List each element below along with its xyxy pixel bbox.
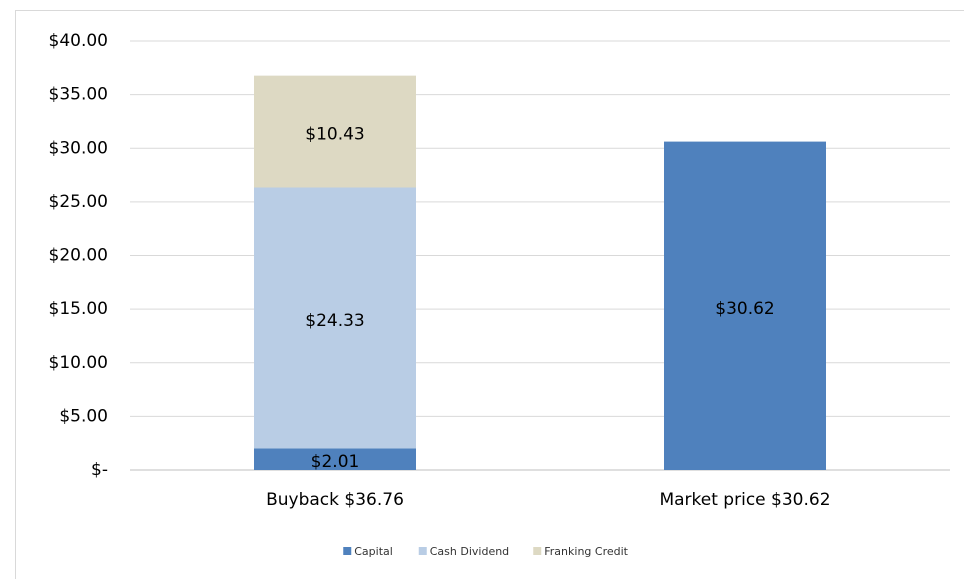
- y-tick-label: $25.00: [49, 192, 108, 212]
- y-tick-label: $30.00: [49, 138, 108, 158]
- x-tick-label: Buyback $36.76: [266, 490, 404, 510]
- y-tick-label: $-: [91, 460, 108, 480]
- bar-segment: [254, 75, 416, 188]
- legend-label: Cash Dividend: [430, 545, 509, 558]
- bar-segment: [254, 187, 416, 449]
- data-label: $30.62: [715, 299, 774, 319]
- y-tick-label: $15.00: [49, 299, 108, 319]
- legend-swatch: [343, 547, 352, 555]
- data-label: $2.01: [311, 452, 360, 472]
- y-tick-label: $10.00: [49, 353, 108, 373]
- y-tick-label: $5.00: [59, 406, 108, 426]
- bar-segment: [254, 448, 416, 470]
- y-tick-label: $35.00: [49, 85, 108, 105]
- legend-swatch: [418, 547, 427, 555]
- data-label: $10.43: [305, 125, 364, 145]
- data-label: $24.33: [305, 311, 364, 331]
- bar-segment: [664, 141, 826, 470]
- x-tick-label: Market price $30.62: [659, 490, 830, 510]
- legend-label: Capital: [354, 545, 393, 558]
- legend-swatch: [533, 547, 542, 555]
- legend-label: Franking Credit: [544, 545, 628, 558]
- y-tick-label: $20.00: [49, 246, 108, 266]
- y-tick-label: $40.00: [49, 31, 108, 51]
